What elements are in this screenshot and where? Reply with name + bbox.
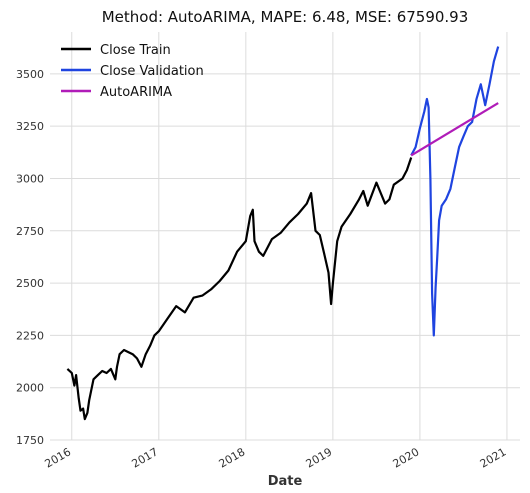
series-lines xyxy=(66,46,500,421)
axis-ticks: 1750 2000 2250 2500 2750 3000 3250 3500 2016 2017… xyxy=(16,68,508,471)
x-axis-label: Date xyxy=(268,474,303,489)
x-tick-label: 2017 xyxy=(130,445,161,470)
legend-label: Close Train xyxy=(100,43,171,58)
y-tick-label: 3000 xyxy=(16,172,44,185)
y-tick-label: 2750 xyxy=(16,225,44,238)
legend-label: AutoARIMA xyxy=(100,85,172,100)
grid xyxy=(50,32,520,441)
series-line-close-validation xyxy=(410,46,500,337)
y-tick-label: 1750 xyxy=(16,434,44,447)
y-tick-label: 2500 xyxy=(16,277,44,290)
legend-label: Close Validation xyxy=(100,64,204,79)
x-tick-label: 2021 xyxy=(478,445,509,470)
x-tick-label: 2018 xyxy=(217,445,248,470)
series-line-close-train xyxy=(66,157,413,421)
x-tick-label: 2016 xyxy=(43,445,74,470)
y-tick-label: 2250 xyxy=(16,329,44,342)
legend: Close Train Close Validation AutoARIMA xyxy=(61,43,204,100)
series-line-autoarima xyxy=(410,102,499,157)
chart-title: Method: AutoARIMA, MAPE: 6.48, MSE: 6759… xyxy=(102,8,469,26)
y-tick-label: 3500 xyxy=(16,68,44,81)
y-tick-label: 3250 xyxy=(16,120,44,133)
x-tick-label: 2019 xyxy=(304,445,335,470)
y-tick-label: 2000 xyxy=(16,382,44,395)
x-tick-label: 2020 xyxy=(391,445,422,470)
